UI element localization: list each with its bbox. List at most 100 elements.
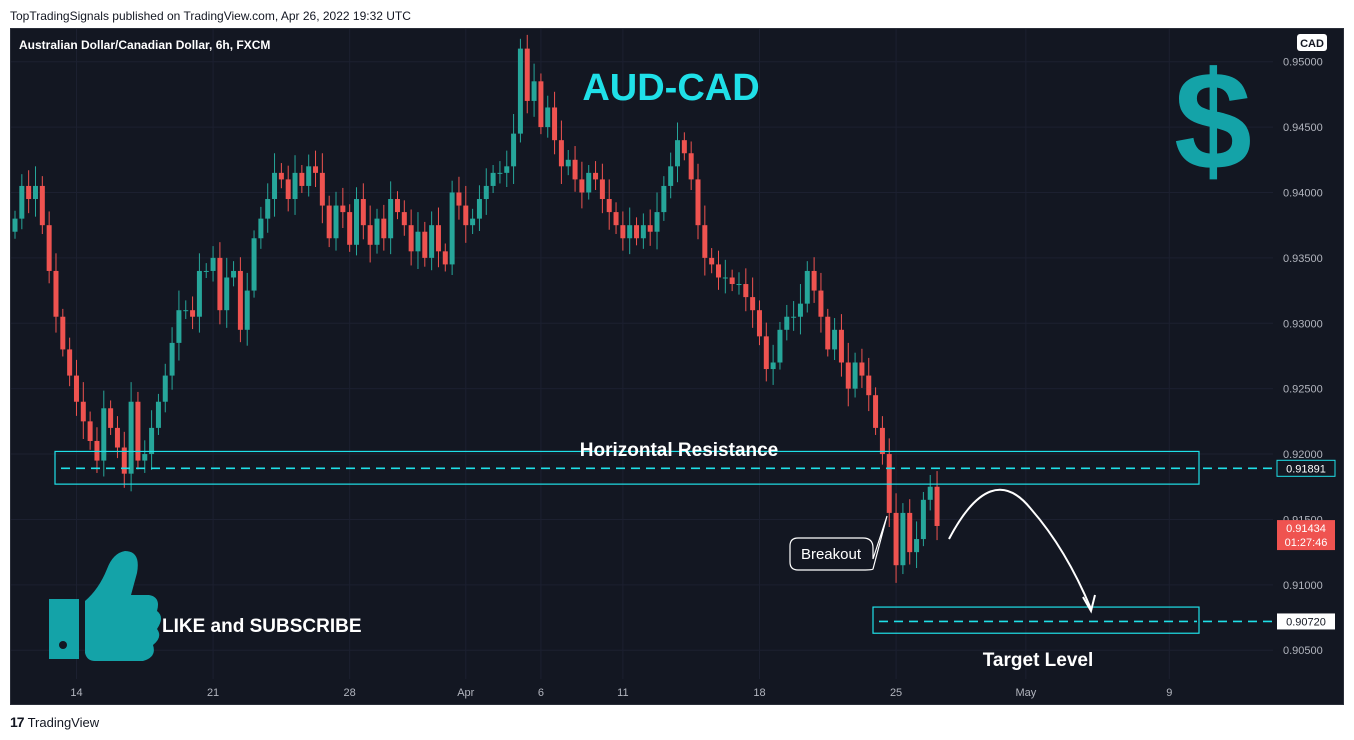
candle-body xyxy=(613,212,619,226)
candle-body xyxy=(934,486,940,526)
projection-arrow xyxy=(948,488,1092,610)
resistance-zone[interactable] xyxy=(54,450,1200,485)
breakout-label: Breakout xyxy=(801,546,862,563)
candle-body xyxy=(415,231,421,252)
candle-body xyxy=(818,290,824,317)
candle-body xyxy=(39,185,45,226)
resistance-price-tag: 0.91891 xyxy=(1276,459,1336,477)
chart-panel[interactable]: 0.905000.910000.915000.920000.925000.930… xyxy=(10,28,1344,705)
candle-body xyxy=(224,277,230,311)
candle-body xyxy=(292,172,298,200)
candle-body xyxy=(593,172,599,180)
candle-body xyxy=(702,225,708,258)
candle-body xyxy=(675,140,681,167)
candle-body xyxy=(306,166,312,186)
candle-body xyxy=(907,512,913,553)
candle-body xyxy=(135,401,141,461)
candle-body xyxy=(142,454,148,461)
candle-body xyxy=(579,179,585,193)
candlesticks xyxy=(12,34,940,583)
currency-label: CAD xyxy=(1300,38,1324,50)
candle-body xyxy=(914,539,920,553)
candle-body xyxy=(647,225,653,232)
resistance-label: Horizontal Resistance xyxy=(580,440,779,461)
x-tick-label: 25 xyxy=(890,687,902,699)
candle-body xyxy=(572,159,578,180)
candle-body xyxy=(743,284,749,298)
currency-badge[interactable]: CAD xyxy=(1297,34,1327,51)
symbol-title: Australian Dollar/Canadian Dollar, 6h, F… xyxy=(19,38,270,52)
candle-body xyxy=(879,427,885,455)
candle-body xyxy=(558,140,564,167)
candle-body xyxy=(490,172,496,186)
candle-body xyxy=(155,401,161,428)
published-caption: TopTradingSignals published on TradingVi… xyxy=(10,9,411,23)
candle-body xyxy=(422,231,428,258)
candle-body xyxy=(599,179,605,200)
candle-body xyxy=(524,48,530,101)
candle-body xyxy=(176,310,182,343)
candle-body xyxy=(893,512,899,566)
candle-body xyxy=(777,329,783,363)
candle-body xyxy=(217,257,223,311)
x-tick-label: 21 xyxy=(207,687,219,699)
candle-body xyxy=(347,212,353,245)
svg-text:0.90720: 0.90720 xyxy=(1286,616,1326,628)
candle-body xyxy=(456,192,462,206)
candle-body xyxy=(429,225,435,258)
x-tick-label: 18 xyxy=(753,687,765,699)
candle-body xyxy=(190,310,196,317)
candle-body xyxy=(927,486,933,500)
candle-body xyxy=(162,375,168,402)
candle-body xyxy=(756,310,762,337)
x-tick-label: May xyxy=(1015,687,1036,699)
candle-body xyxy=(80,401,86,422)
candle-body xyxy=(360,199,366,226)
candle-body xyxy=(661,185,667,213)
candle-body xyxy=(668,166,674,186)
y-tick-label: 0.95000 xyxy=(1283,57,1323,69)
target-zone[interactable] xyxy=(872,606,1200,634)
candle-body xyxy=(770,362,776,370)
tradingview-logo-icon: 17 xyxy=(10,714,25,730)
candle-body xyxy=(114,427,120,448)
candle-body xyxy=(804,270,810,304)
target-price-tag: 0.90720 xyxy=(1277,613,1335,630)
y-tick-label: 0.94500 xyxy=(1283,122,1323,134)
candle-body xyxy=(60,316,66,350)
candle-body xyxy=(545,107,551,128)
candle-body xyxy=(538,81,544,128)
projection-arrow-head xyxy=(1082,594,1096,614)
candle-body xyxy=(476,199,482,219)
candle-body xyxy=(237,270,243,330)
candle-body xyxy=(94,440,100,461)
candle-body xyxy=(654,212,660,232)
tradingview-footer[interactable]: 17 TradingView xyxy=(10,714,99,730)
breakout-callout[interactable]: Breakout xyxy=(789,515,888,571)
candle-body xyxy=(67,349,73,376)
candle-body xyxy=(886,454,892,513)
candle-body xyxy=(586,172,592,193)
candle-body xyxy=(517,48,523,134)
candle-body xyxy=(797,303,803,317)
time-axis: 14 21 28 Apr 6 11 18 25 May 9 xyxy=(70,687,1172,699)
candle-body xyxy=(12,218,18,232)
bar-countdown: 01:27:46 xyxy=(1285,537,1328,549)
current-price: 0.91434 xyxy=(1286,523,1326,535)
candle-body xyxy=(26,185,32,200)
tradingview-brand: TradingView xyxy=(27,714,100,730)
candle-body xyxy=(900,512,906,566)
candle-body xyxy=(859,362,865,376)
y-tick-label: 0.93000 xyxy=(1283,318,1323,330)
candle-body xyxy=(326,205,332,239)
x-tick-label: Apr xyxy=(457,687,474,699)
candle-body xyxy=(251,238,257,291)
candle-body xyxy=(640,225,646,239)
candle-body xyxy=(108,408,114,428)
candle-body xyxy=(552,107,558,141)
candle-body xyxy=(333,205,339,239)
price-axis: 0.905000.910000.915000.920000.925000.930… xyxy=(1283,57,1323,658)
price-chart[interactable]: 0.905000.910000.915000.920000.925000.930… xyxy=(11,29,1343,704)
candle-body xyxy=(381,218,387,239)
candle-body xyxy=(634,225,640,239)
